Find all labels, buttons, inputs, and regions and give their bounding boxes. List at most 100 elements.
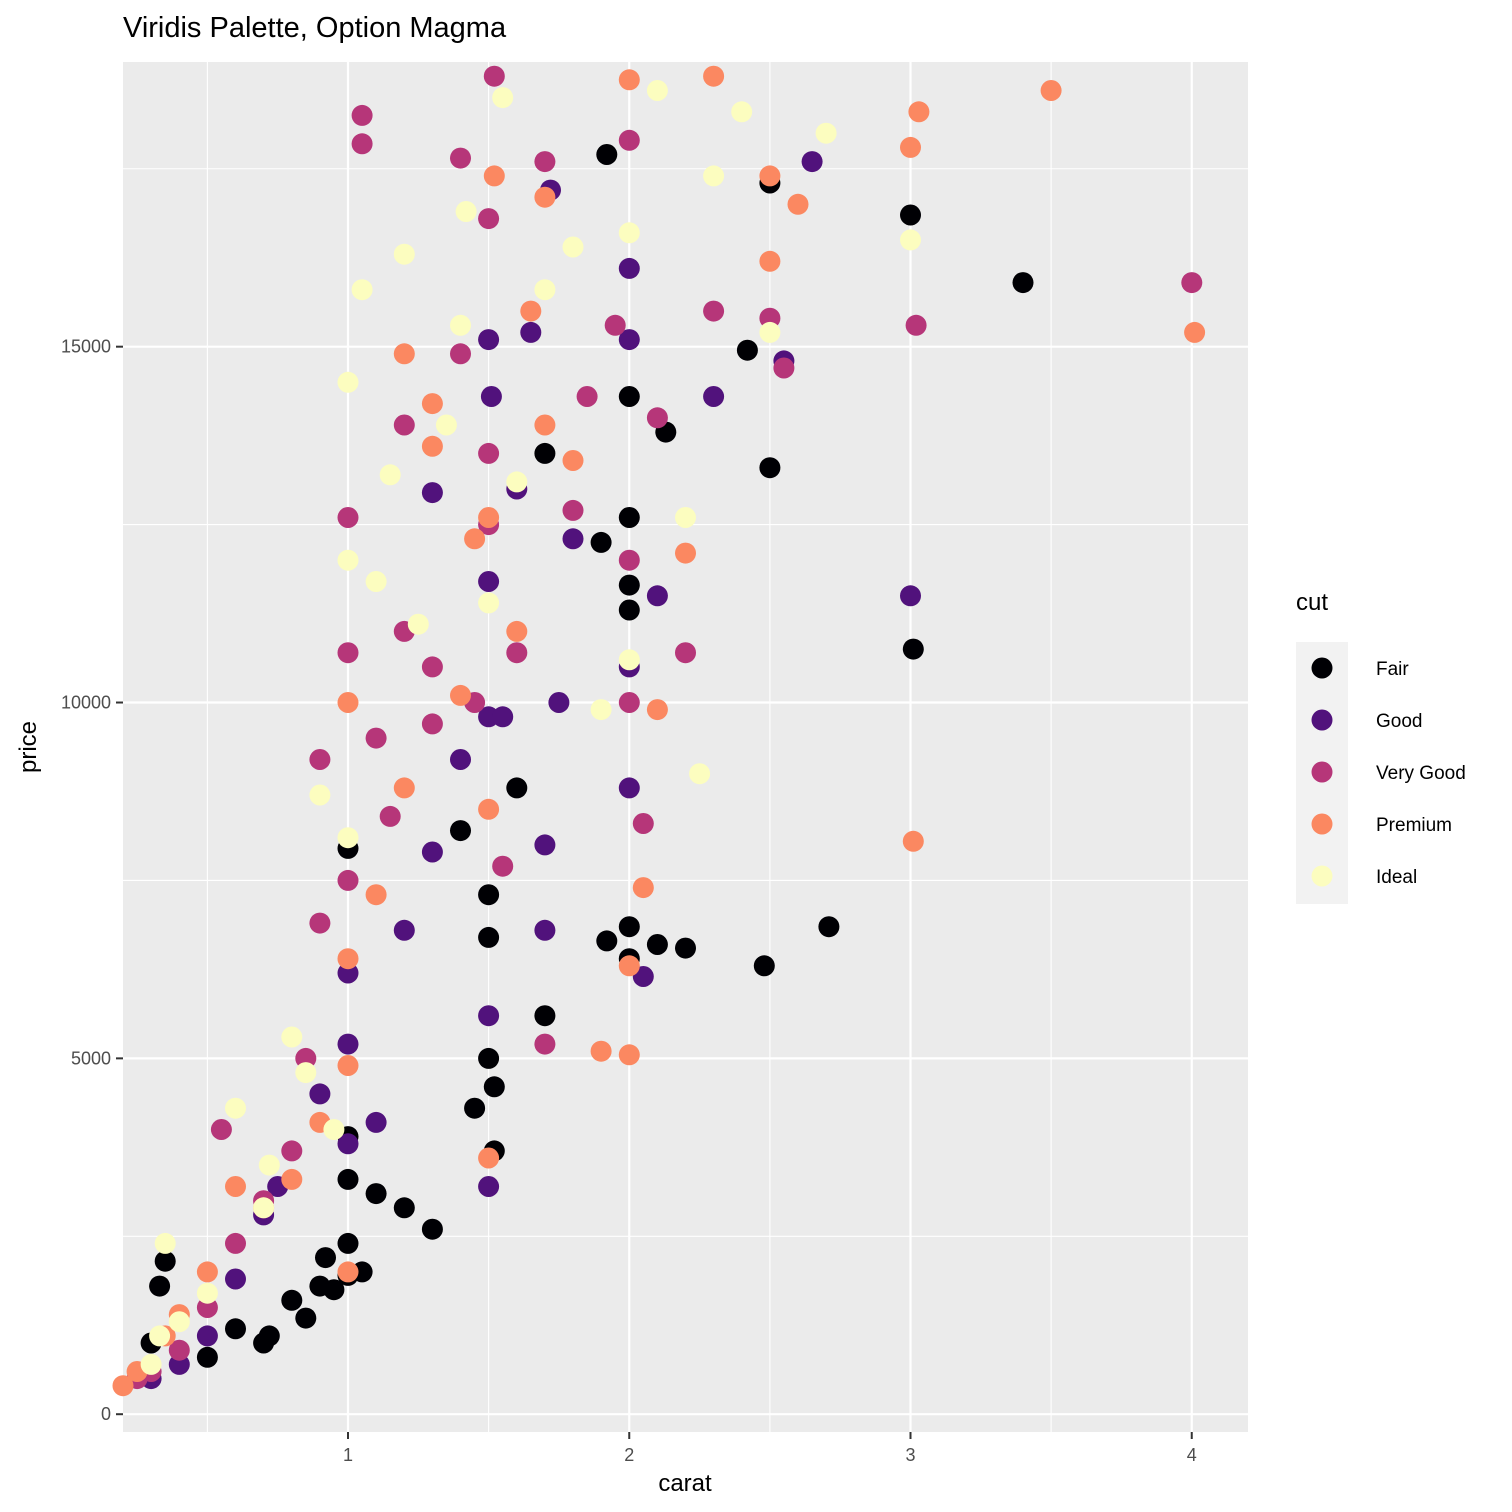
data-point xyxy=(675,507,696,528)
data-point xyxy=(905,314,927,336)
legend-key xyxy=(1311,813,1333,835)
data-point xyxy=(168,1311,190,1333)
data-point xyxy=(351,133,373,155)
data-point xyxy=(365,884,387,906)
data-point xyxy=(815,122,837,144)
data-point xyxy=(632,877,654,899)
data-point xyxy=(450,343,471,365)
data-point xyxy=(618,549,640,571)
data-point xyxy=(281,1168,303,1190)
data-point xyxy=(225,1232,246,1254)
data-point xyxy=(618,574,640,596)
data-point xyxy=(618,599,640,621)
data-point xyxy=(480,386,502,407)
data-point xyxy=(196,1346,218,1368)
data-point xyxy=(225,1318,246,1340)
data-point xyxy=(787,193,809,215)
x-tick-label: 2 xyxy=(624,1445,634,1465)
data-point xyxy=(112,1375,134,1397)
data-point xyxy=(315,1247,336,1269)
data-point xyxy=(478,442,500,464)
data-point xyxy=(393,243,415,265)
legend-key xyxy=(1311,657,1333,679)
data-point xyxy=(196,1261,218,1283)
data-point xyxy=(393,414,415,436)
data-point xyxy=(337,549,359,571)
data-point xyxy=(450,147,471,169)
data-point xyxy=(646,699,668,721)
data-point xyxy=(225,1176,246,1197)
data-point xyxy=(337,1168,359,1190)
data-point xyxy=(618,69,640,91)
data-point xyxy=(703,386,725,407)
data-point xyxy=(618,916,640,938)
data-point xyxy=(492,706,514,728)
y-axis-ticks: 0 5000 10000 15000 xyxy=(61,337,123,1424)
data-point xyxy=(759,321,781,343)
data-point xyxy=(908,101,930,123)
data-point xyxy=(149,1325,171,1347)
data-point xyxy=(618,386,640,407)
y-axis-title: price xyxy=(15,721,42,773)
data-points xyxy=(112,65,1206,1397)
data-point xyxy=(281,1140,303,1162)
data-point xyxy=(618,329,640,351)
data-point xyxy=(337,371,359,393)
data-point xyxy=(337,1232,359,1254)
data-point xyxy=(478,1047,500,1069)
data-point xyxy=(900,229,921,251)
y-tick-label: 10000 xyxy=(61,693,111,713)
data-point xyxy=(309,1083,331,1105)
data-point xyxy=(365,571,387,592)
data-point xyxy=(759,250,781,272)
data-point xyxy=(337,1055,359,1076)
data-point xyxy=(534,919,556,941)
data-point xyxy=(210,1119,232,1140)
data-point xyxy=(646,585,668,607)
data-point xyxy=(618,777,640,799)
data-point xyxy=(154,1250,176,1272)
data-point xyxy=(351,104,373,126)
legend-key xyxy=(1311,865,1333,887)
data-point xyxy=(1040,80,1062,101)
data-point xyxy=(379,464,401,486)
data-point xyxy=(731,101,753,123)
data-point xyxy=(365,1183,387,1205)
data-point xyxy=(618,1044,640,1066)
data-point xyxy=(596,144,618,165)
data-point xyxy=(1184,321,1206,343)
data-point xyxy=(478,926,500,948)
x-axis-title: carat xyxy=(658,1470,712,1497)
data-point xyxy=(421,393,443,415)
data-point xyxy=(576,386,598,407)
data-point xyxy=(675,542,696,564)
data-point xyxy=(253,1197,275,1219)
data-point xyxy=(140,1353,162,1375)
data-point xyxy=(351,279,373,301)
legend-label: Good xyxy=(1376,711,1422,732)
data-point xyxy=(506,642,528,664)
data-point xyxy=(309,749,331,770)
data-point xyxy=(900,585,921,607)
data-point xyxy=(478,1005,500,1027)
data-point xyxy=(492,87,514,109)
data-point xyxy=(759,165,781,187)
data-point xyxy=(393,777,415,799)
data-point xyxy=(478,571,500,592)
data-point xyxy=(618,129,640,151)
data-point xyxy=(562,528,584,550)
data-point xyxy=(590,531,612,553)
data-point xyxy=(393,343,415,365)
data-point xyxy=(506,620,528,642)
data-point xyxy=(703,65,725,87)
data-point xyxy=(295,1307,317,1329)
data-point xyxy=(365,727,387,749)
data-point xyxy=(596,930,618,952)
data-point xyxy=(1012,272,1034,294)
data-point xyxy=(478,1147,500,1169)
data-point xyxy=(534,1033,556,1055)
data-point xyxy=(534,279,556,301)
data-point xyxy=(196,1325,218,1347)
data-point xyxy=(337,948,359,970)
